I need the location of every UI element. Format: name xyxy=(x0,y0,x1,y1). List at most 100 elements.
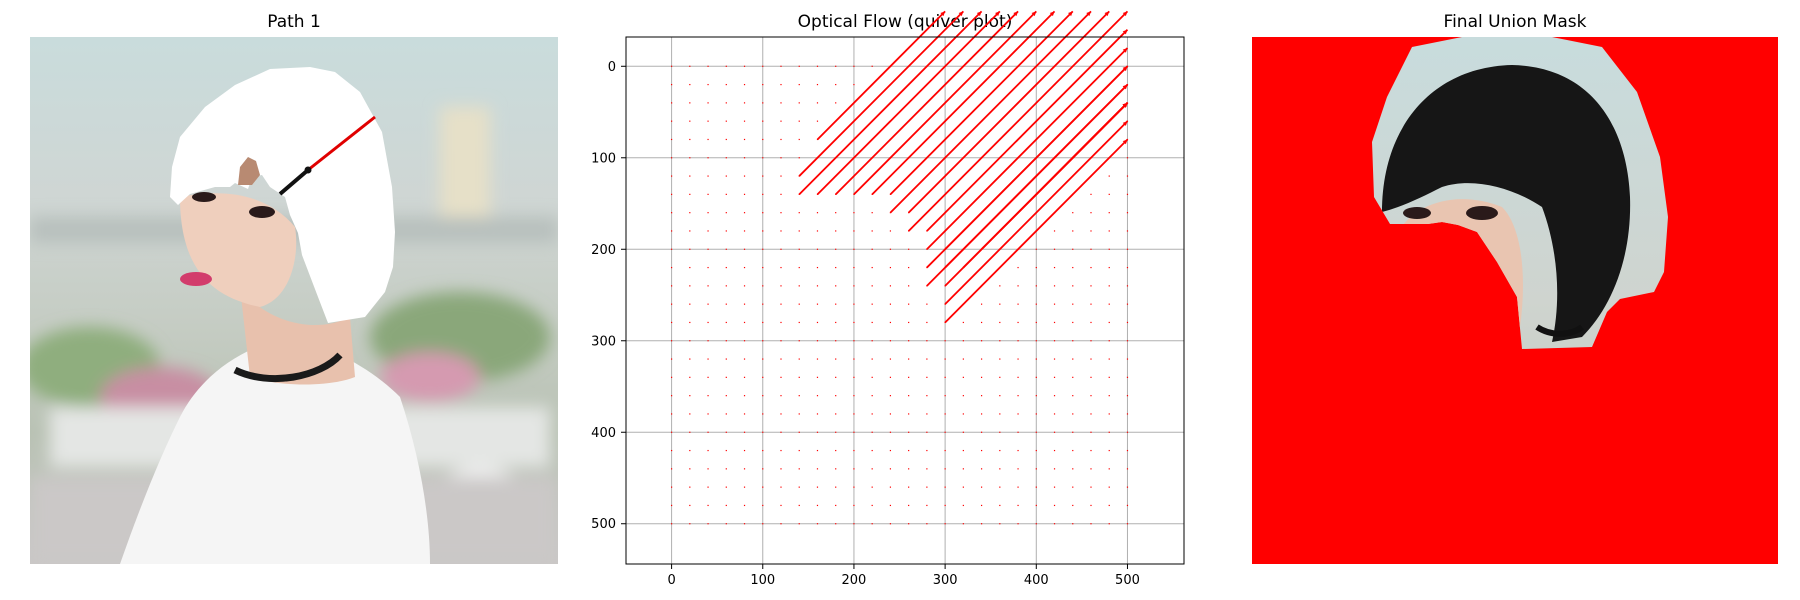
flow-dot xyxy=(762,248,764,250)
flow-dot xyxy=(908,340,910,342)
eye-left xyxy=(192,192,216,202)
flow-dot xyxy=(962,395,964,397)
flow-dot xyxy=(670,413,673,415)
flow-dot xyxy=(707,449,709,452)
final-union-mask-image xyxy=(1252,37,1778,564)
flow-dot xyxy=(1072,486,1074,488)
flow-arrow xyxy=(889,10,1092,214)
flow-dot xyxy=(889,340,892,342)
skin-patch xyxy=(238,157,260,185)
left-panel-title: Path 1 xyxy=(267,12,321,32)
flow-dot xyxy=(1072,266,1074,269)
flow-arrow xyxy=(816,10,946,141)
white-masked-region xyxy=(170,67,395,323)
flow-arrow-head xyxy=(1049,11,1055,17)
flow-dot xyxy=(1126,303,1129,305)
flow-dot xyxy=(762,83,764,86)
flow-arrow xyxy=(871,10,1056,196)
flow-dot xyxy=(889,431,892,433)
flow-dot xyxy=(889,523,892,525)
flow-dot xyxy=(1108,486,1110,488)
flow-dot xyxy=(762,230,764,232)
flow-dot xyxy=(743,358,746,360)
flow-dot xyxy=(707,303,709,305)
flow-arrow xyxy=(908,10,1129,232)
flow-dot xyxy=(1090,468,1092,470)
flow-dot xyxy=(725,120,727,122)
flow-dot xyxy=(670,285,673,287)
flow-dot xyxy=(707,212,709,214)
flow-dot xyxy=(1053,468,1056,470)
flow-dot xyxy=(725,102,727,104)
flow-dot xyxy=(798,102,800,104)
flow-dot xyxy=(889,266,892,269)
flow-dot xyxy=(762,504,764,507)
flow-dot xyxy=(1126,486,1129,488)
flow-dot xyxy=(1053,413,1056,415)
flow-dot xyxy=(853,340,855,342)
flow-dot xyxy=(835,523,837,525)
flow-dot xyxy=(707,248,709,250)
flow-dot xyxy=(871,449,873,452)
flow-dot xyxy=(1108,266,1110,269)
flow-dot xyxy=(707,358,709,360)
flow-dot xyxy=(926,449,928,452)
flow-dot xyxy=(780,468,782,470)
flow-dot xyxy=(725,212,727,214)
flow-arrow xyxy=(944,120,1129,305)
flow-dot xyxy=(835,413,837,415)
flow-dot xyxy=(1035,486,1037,488)
flow-dot xyxy=(871,340,873,342)
flow-dot xyxy=(1108,212,1110,214)
flow-dot xyxy=(1017,340,1019,342)
flow-dot xyxy=(908,395,910,397)
flow-dot xyxy=(689,449,691,452)
flow-dot xyxy=(1072,504,1074,507)
flow-dot xyxy=(1108,449,1110,452)
flow-dot xyxy=(889,358,892,360)
flow-dot xyxy=(980,523,983,525)
flow-arrow xyxy=(926,47,1129,250)
flow-dot xyxy=(780,376,782,378)
flow-dot xyxy=(1017,523,1019,525)
flow-dot xyxy=(707,376,709,378)
flow-dot xyxy=(1126,193,1129,195)
flow-dot xyxy=(689,120,691,122)
flow-dot xyxy=(816,376,819,378)
flow-dot xyxy=(944,358,946,360)
flow-dot xyxy=(816,303,819,305)
flow-dot xyxy=(798,83,800,86)
flow-dot xyxy=(871,395,873,397)
flow-dot xyxy=(743,449,746,452)
flow-dot xyxy=(670,248,673,250)
flow-dot xyxy=(999,486,1001,488)
lips xyxy=(180,272,212,286)
flow-dot xyxy=(743,395,746,397)
choker xyxy=(1535,324,1584,337)
flow-dot xyxy=(1108,285,1110,287)
flow-dot xyxy=(1017,358,1019,360)
flow-dot xyxy=(962,468,964,470)
union-mask-svg xyxy=(1252,37,1778,564)
flow-dot xyxy=(871,230,873,232)
flow-dot xyxy=(908,285,910,287)
flow-dot xyxy=(1053,321,1056,324)
flow-dot xyxy=(1108,175,1110,177)
flow-dot xyxy=(1035,376,1037,378)
flow-dot xyxy=(762,285,764,287)
flow-dot xyxy=(816,340,819,342)
flow-dot xyxy=(689,486,691,488)
flow-arrow xyxy=(853,10,1037,196)
flow-arrow xyxy=(944,65,1129,250)
flow-dot xyxy=(835,449,837,452)
flow-dot xyxy=(1090,395,1092,397)
flow-dot xyxy=(670,65,673,67)
flow-dot xyxy=(980,468,983,470)
flow-dot xyxy=(853,358,855,360)
flow-dot xyxy=(780,248,782,250)
flow-dot xyxy=(1017,486,1019,488)
flow-dot xyxy=(871,285,873,287)
flow-dot xyxy=(689,340,691,342)
flow-dot xyxy=(871,303,873,305)
